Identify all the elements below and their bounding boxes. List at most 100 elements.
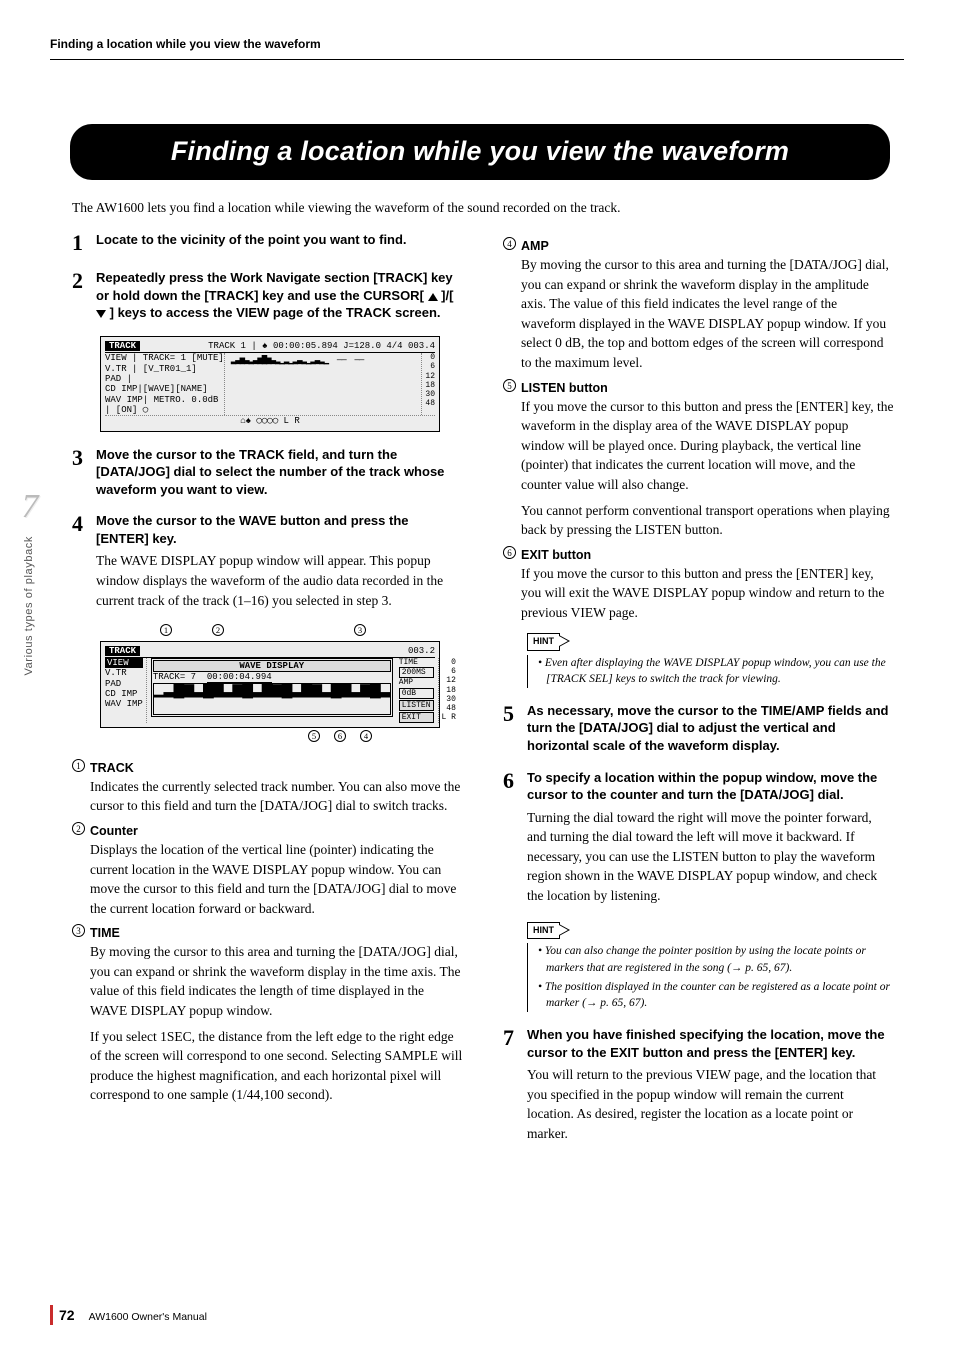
track-label: TRACK= xyxy=(153,672,185,682)
sub-head: Counter xyxy=(90,822,463,840)
chapter-label: Various types of playback xyxy=(22,536,38,676)
step-number: 7 xyxy=(503,1026,527,1143)
meter-tick: 12 xyxy=(425,372,435,381)
lcd-title: TRACK xyxy=(105,646,140,656)
lcd-tab: PAD xyxy=(105,679,143,689)
sub-item-listen: 5 LISTEN button If you move the cursor t… xyxy=(503,379,894,540)
sub-text: If you move the cursor to this button an… xyxy=(521,564,894,623)
side-tab: 7 Various types of playback xyxy=(14,490,46,676)
lcd-row: | [ON] ◯ xyxy=(105,405,224,415)
step-1: 1 Locate to the vicinity of the point yo… xyxy=(72,231,463,255)
callout-icon: 1 xyxy=(72,759,85,772)
hint-label: HINT xyxy=(527,922,560,939)
callout-icon: 5 xyxy=(308,730,320,742)
callout-icon: 5 xyxy=(503,379,516,392)
hint-item: Even after displaying the WAVE DISPLAY p… xyxy=(538,655,894,688)
step-2: 2 Repeatedly press the Work Navigate sec… xyxy=(72,269,463,322)
cursor-up-icon xyxy=(428,293,438,301)
counter: 00:00:04.994 xyxy=(207,672,272,683)
step-text: The WAVE DISPLAY popup window will appea… xyxy=(96,551,463,610)
waveform-placeholder: ▁▂█▅▂█▇▂▅█▂▇▅█▂▇▅▂█▇▂▅█▂ xyxy=(153,683,391,715)
manual-title: AW1600 Owner's Manual xyxy=(89,1310,207,1325)
lcd-top-right: 003.2 xyxy=(408,646,435,656)
lr-label: L R xyxy=(442,713,456,722)
lcd-row: V.TR | [V_TR01_1] xyxy=(105,364,224,374)
title-band: Finding a location while you view the wa… xyxy=(70,124,890,179)
time-value: 200MS xyxy=(399,667,434,678)
lcd-row: CD IMP|[WAVE][NAME] xyxy=(105,384,224,394)
listen-button: LISTEN xyxy=(399,700,434,711)
time-label: TIME xyxy=(399,658,418,667)
step-text: You will return to the previous VIEW pag… xyxy=(527,1065,894,1143)
sub-text: Indicates the currently selected track n… xyxy=(90,777,463,816)
step-head: Move the cursor to the WAVE button and p… xyxy=(96,512,463,547)
meter-tick: 0 xyxy=(442,658,456,667)
hint-item: You can also change the pointer position… xyxy=(538,943,894,976)
track-num: 7 xyxy=(191,672,196,682)
step-6: 6 To specify a location within the popup… xyxy=(503,769,894,906)
popup-title: WAVE DISPLAY xyxy=(153,660,391,672)
amp-value: 0dB xyxy=(399,688,434,699)
meter-tick: 12 xyxy=(442,676,456,685)
meter-tick: 6 xyxy=(442,667,456,676)
callout-icon: 3 xyxy=(72,924,85,937)
sub-item-track: 1 TRACK Indicates the currently selected… xyxy=(72,759,463,816)
hint-label: HINT xyxy=(527,633,560,650)
lcd-tab: V.TR xyxy=(105,668,143,678)
meter-tick: 48 xyxy=(425,399,435,408)
sub-head: TIME xyxy=(90,924,463,942)
callout-icon: 1 xyxy=(160,624,172,636)
running-head: Finding a location while you view the wa… xyxy=(50,36,904,60)
two-column-layout: 1 Locate to the vicinity of the point yo… xyxy=(72,231,894,1157)
lcd-title: TRACK xyxy=(105,341,140,351)
chapter-number: 7 xyxy=(14,490,46,524)
sub-head: EXIT button xyxy=(521,546,894,564)
hint-items: Even after displaying the WAVE DISPLAY p… xyxy=(527,655,894,688)
exit-button: EXIT xyxy=(399,712,434,723)
left-column: 1 Locate to the vicinity of the point yo… xyxy=(72,231,463,1157)
waveform-placeholder: ▂▃▅▃▂▃▅▇▅▃▂▁▂▁▂▃▂▁▂▃▂▁ —— —— xyxy=(231,355,416,365)
meter-tick: 30 xyxy=(442,695,456,704)
lcd-top-bar: TRACK 1 | ♠ 00:00:05.894 J=128.0 4/4 003… xyxy=(208,341,435,351)
callout-icon: 6 xyxy=(334,730,346,742)
step-number: 3 xyxy=(72,446,96,499)
sub-head: LISTEN button xyxy=(521,379,894,397)
meter-tick: 18 xyxy=(425,381,435,390)
callout-icon: 2 xyxy=(212,624,224,636)
callout-icon: 3 xyxy=(354,624,366,636)
step-number: 2 xyxy=(72,269,96,322)
lcd-row: VIEW | TRACK= 1 [MUTE] xyxy=(105,353,224,363)
step-number: 5 xyxy=(503,702,527,755)
hint-box: HINT Even after displaying the WAVE DISP… xyxy=(527,630,894,687)
step-3: 3 Move the cursor to the TRACK field, an… xyxy=(72,446,463,499)
step-5: 5 As necessary, move the cursor to the T… xyxy=(503,702,894,755)
step-number: 1 xyxy=(72,231,96,255)
step-head: As necessary, move the cursor to the TIM… xyxy=(527,702,894,755)
sub-head: TRACK xyxy=(90,759,463,777)
step-number: 4 xyxy=(72,512,96,610)
meter-tick: 30 xyxy=(425,390,435,399)
page-title: Finding a location while you view the wa… xyxy=(171,136,789,166)
sub-text: Displays the location of the vertical li… xyxy=(90,840,463,918)
sub-text: By moving the cursor to this area and tu… xyxy=(90,942,463,1020)
lcd-tab: CD IMP xyxy=(105,689,143,699)
intro-text: The AW1600 lets you find a location whil… xyxy=(72,198,894,218)
lcd-screenshot-wave-display: TRACK 003.2 VIEW V.TR PAD CD IMP WAV IMP xyxy=(100,641,440,728)
sub-item-amp: 4 AMP By moving the cursor to this area … xyxy=(503,237,894,373)
step-text: Turning the dial toward the right will m… xyxy=(527,808,894,906)
step-head: To specify a location within the popup w… xyxy=(527,769,894,804)
callout-icon: 4 xyxy=(503,237,516,250)
meter-tick: 6 xyxy=(425,362,435,371)
lcd-tab: VIEW xyxy=(105,658,143,668)
callout-icon: 6 xyxy=(503,546,516,559)
step-head: Locate to the vicinity of the point you … xyxy=(96,231,463,249)
sub-head: AMP xyxy=(521,237,894,255)
callout-icon: 4 xyxy=(360,730,372,742)
step-head: When you have finished specifying the lo… xyxy=(527,1026,894,1061)
step-4: 4 Move the cursor to the WAVE button and… xyxy=(72,512,463,610)
sub-text: If you select 1SEC, the distance from th… xyxy=(90,1027,463,1105)
sub-text: If you move the cursor to this button an… xyxy=(521,397,894,495)
lcd-row: PAD | xyxy=(105,374,224,384)
right-column: 4 AMP By moving the cursor to this area … xyxy=(503,231,894,1157)
callout-icon: 2 xyxy=(72,822,85,835)
